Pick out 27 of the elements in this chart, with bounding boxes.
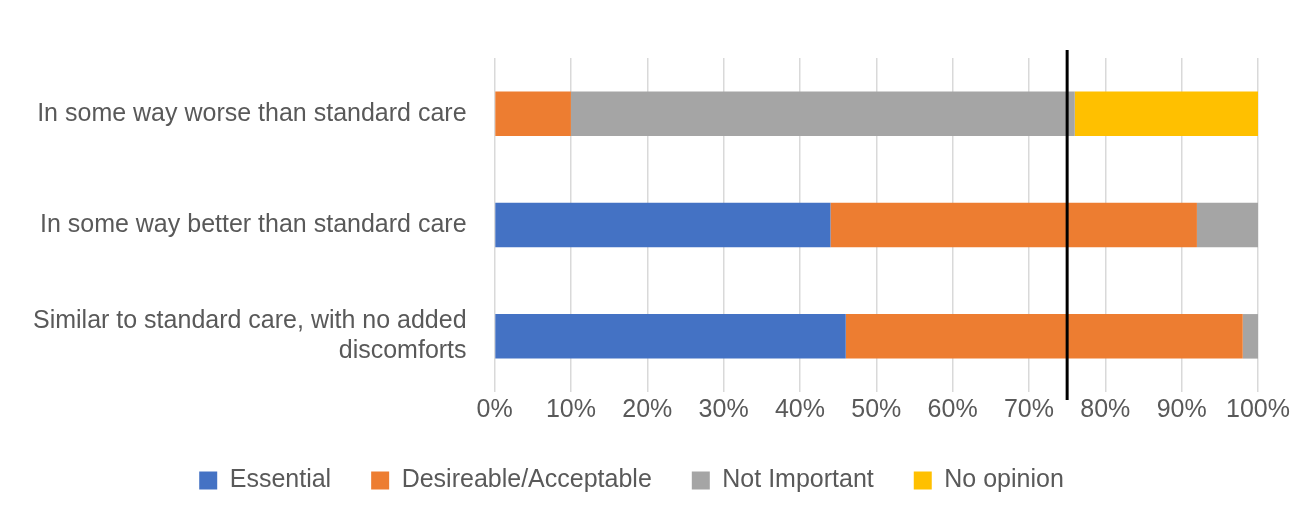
x-tick-label: 80% [1080, 393, 1131, 422]
y-tick-label: In some way better than standard care [39, 208, 467, 237]
bar [1074, 91, 1258, 136]
bar [830, 202, 1197, 248]
legend-label: Desireable/Acceptable [401, 464, 652, 493]
bar [1196, 202, 1258, 248]
bar [495, 202, 831, 248]
bar [495, 314, 846, 359]
x-tick-label: 10% [545, 393, 596, 422]
x-tick-label: 70% [1003, 393, 1054, 422]
y-tick-label: In some way worse than standard care [37, 97, 467, 126]
bar [1242, 314, 1258, 359]
y-tick-label: Similar to standard care, with no added discomforts [32, 305, 467, 364]
x-tick-label: 20% [622, 393, 673, 422]
legend-label: Essential [229, 464, 332, 493]
x-tick-label: 40% [774, 393, 825, 422]
legend-label: No opinion [944, 464, 1064, 493]
x-tick-label: 50% [851, 393, 902, 422]
x-tick-label: 0% [476, 393, 513, 422]
bar [845, 314, 1243, 359]
x-tick-label: 30% [698, 393, 749, 422]
bar [495, 91, 571, 136]
x-tick-label: 90% [1156, 393, 1207, 422]
x-tick-label: 60% [927, 393, 978, 422]
x-tick-label: 100% [1226, 393, 1290, 422]
bar [570, 91, 1075, 136]
legend-label: Not Important [722, 464, 874, 493]
